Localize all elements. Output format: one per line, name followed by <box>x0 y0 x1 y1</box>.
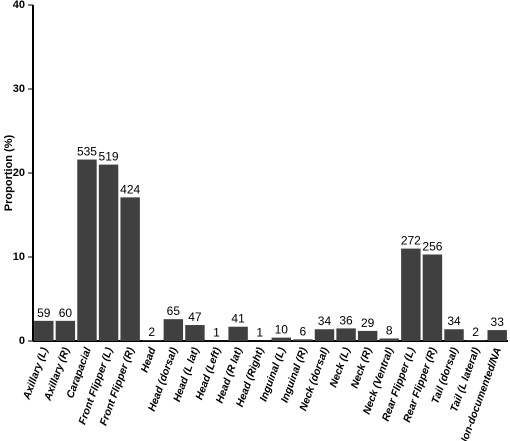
y-tick-label: 10 <box>13 251 25 263</box>
data-label: 8 <box>386 323 393 337</box>
bar <box>228 326 248 341</box>
data-label: 41 <box>231 312 245 326</box>
data-label: 36 <box>339 313 353 327</box>
data-label: 6 <box>300 324 307 338</box>
bar <box>163 319 184 341</box>
data-label: 34 <box>318 314 332 328</box>
data-label: 29 <box>361 316 375 330</box>
bar <box>55 320 76 341</box>
data-label: 65 <box>167 304 181 318</box>
bar <box>271 337 292 341</box>
x-tick-label: Head <box>139 345 159 374</box>
bar <box>120 197 140 341</box>
data-label: 1 <box>256 326 263 340</box>
bar <box>487 330 507 341</box>
data-label: 10 <box>275 323 289 337</box>
data-label: 2 <box>472 325 479 339</box>
bar <box>465 340 486 341</box>
data-label: 424 <box>120 182 140 196</box>
bar <box>98 164 119 341</box>
bar <box>422 254 443 341</box>
data-label: 519 <box>99 150 119 164</box>
data-label: 60 <box>59 306 73 320</box>
data-label: 59 <box>37 306 51 320</box>
data-label: 34 <box>447 314 461 328</box>
data-label: 256 <box>422 239 442 253</box>
y-tick-label: 40 <box>13 0 25 11</box>
bar <box>444 329 464 341</box>
bar <box>401 248 421 341</box>
data-label: 47 <box>188 310 202 324</box>
y-tick-label: 0 <box>19 335 25 347</box>
y-tick-label: 20 <box>13 167 25 179</box>
bar <box>185 325 205 341</box>
data-label: 1 <box>213 326 220 340</box>
y-tick-label: 30 <box>13 83 25 95</box>
bar <box>142 340 162 341</box>
bar <box>357 330 378 341</box>
y-axis-label: Proportion (%) <box>3 134 15 211</box>
bar <box>314 329 335 341</box>
data-label: 2 <box>148 325 155 339</box>
data-label: 272 <box>401 234 421 248</box>
bar <box>77 159 97 341</box>
bar <box>379 338 399 341</box>
data-label: 33 <box>491 315 505 329</box>
bar <box>34 320 54 341</box>
bar <box>336 328 356 341</box>
bar <box>293 339 313 341</box>
data-label: 535 <box>77 145 97 159</box>
